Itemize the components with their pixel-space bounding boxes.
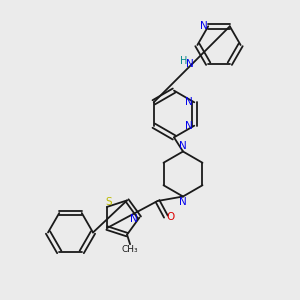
- Text: N: N: [185, 97, 193, 107]
- Text: H: H: [180, 56, 187, 66]
- Text: O: O: [166, 212, 175, 222]
- Text: S: S: [105, 196, 112, 206]
- Text: N: N: [130, 214, 138, 224]
- Text: N: N: [185, 121, 193, 131]
- Text: N: N: [179, 197, 187, 207]
- Text: N: N: [186, 59, 194, 69]
- Text: CH₃: CH₃: [122, 245, 138, 254]
- Text: N: N: [200, 21, 208, 31]
- Text: N: N: [179, 141, 187, 151]
